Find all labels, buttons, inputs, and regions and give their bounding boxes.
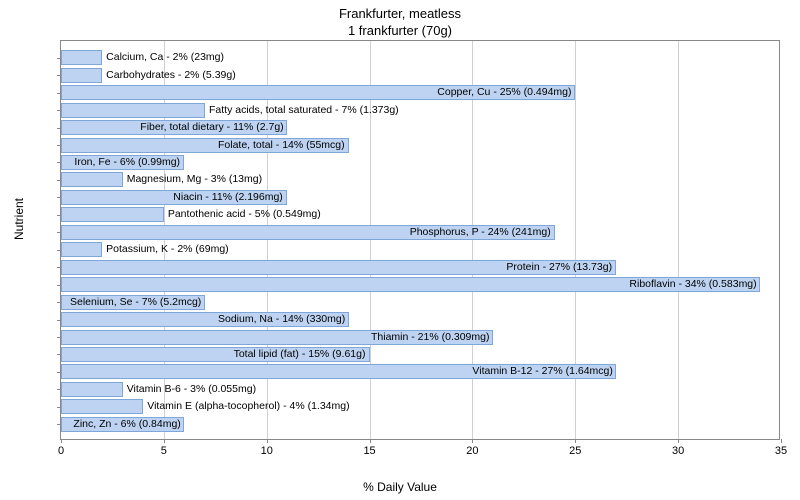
y-tick-mark [57, 58, 61, 59]
nutrient-bar-label: Sodium, Na - 14% (330mg) [218, 312, 345, 327]
y-tick-mark [57, 75, 61, 76]
y-tick-mark [57, 215, 61, 216]
y-tick-mark [57, 302, 61, 303]
x-tick-label: 35 [775, 445, 787, 457]
nutrient-bar-label: Pantothenic acid - 5% (0.549mg) [168, 207, 321, 222]
nutrient-bar-label: Copper, Cu - 25% (0.494mg) [437, 85, 571, 100]
nutrient-bar-label: Phosphorus, P - 24% (241mg) [410, 225, 551, 240]
nutrient-bar-label: Protein - 27% (13.73g) [506, 260, 612, 275]
x-tick-label: 10 [261, 445, 273, 457]
y-tick-mark [57, 162, 61, 163]
x-tick-mark [61, 439, 62, 443]
chart-title: Frankfurter, meatless 1 frankfurter (70g… [0, 6, 800, 40]
nutrient-bar-label: Zinc, Zn - 6% (0.84mg) [73, 417, 180, 432]
title-line-1: Frankfurter, meatless [0, 6, 800, 23]
y-tick-mark [57, 128, 61, 129]
y-tick-mark [57, 337, 61, 338]
y-axis-label: Nutrient [12, 198, 26, 240]
nutrient-bar [61, 172, 123, 187]
x-tick-label: 15 [363, 445, 375, 457]
nutrient-bar [61, 68, 102, 83]
nutrient-bar-label: Total lipid (fat) - 15% (9.61g) [234, 347, 366, 362]
nutrient-bar-label: Magnesium, Mg - 3% (13mg) [127, 172, 262, 187]
nutrient-bar-label: Folate, total - 14% (55mcg) [218, 138, 345, 153]
nutrient-bar [61, 207, 164, 222]
y-tick-mark [57, 250, 61, 251]
nutrient-bar-label: Selenium, Se - 7% (5.2mcg) [70, 295, 201, 310]
y-tick-mark [57, 424, 61, 425]
x-tick-mark [267, 439, 268, 443]
nutrient-bar-label: Vitamin E (alpha-tocopherol) - 4% (1.34m… [147, 399, 349, 414]
y-tick-mark [57, 145, 61, 146]
plot-area: 05101520253035Calcium, Ca - 2% (23mg)Car… [60, 40, 780, 440]
nutrient-bar [61, 399, 143, 414]
nutrient-bar-label: Riboflavin - 34% (0.583mg) [629, 277, 756, 292]
nutrient-bar [61, 103, 205, 118]
nutrient-bar [61, 50, 102, 65]
x-tick-mark [781, 439, 782, 443]
y-tick-mark [57, 354, 61, 355]
nutrient-bar-label: Niacin - 11% (2.196mg) [173, 190, 283, 205]
x-tick-label: 0 [58, 445, 64, 457]
x-tick-label: 20 [466, 445, 478, 457]
nutrient-bar-label: Iron, Fe - 6% (0.99mg) [74, 155, 180, 170]
title-line-2: 1 frankfurter (70g) [0, 23, 800, 40]
nutrient-bar-label: Carbohydrates - 2% (5.39g) [106, 68, 236, 83]
y-tick-mark [57, 180, 61, 181]
nutrient-bar-label: Thiamin - 21% (0.309mg) [371, 330, 489, 345]
nutrient-bar-label: Vitamin B-6 - 3% (0.055mg) [127, 382, 256, 397]
y-tick-mark [57, 93, 61, 94]
x-tick-label: 30 [672, 445, 684, 457]
y-tick-mark [57, 232, 61, 233]
x-tick-mark [575, 439, 576, 443]
x-axis-label: % Daily Value [0, 480, 800, 494]
nutrient-bar-label: Fiber, total dietary - 11% (2.7g) [140, 120, 283, 135]
y-tick-mark [57, 110, 61, 111]
x-tick-mark [370, 439, 371, 443]
x-tick-label: 25 [569, 445, 581, 457]
nutrient-bar [61, 242, 102, 257]
x-tick-mark [164, 439, 165, 443]
y-tick-mark [57, 389, 61, 390]
y-tick-mark [57, 267, 61, 268]
y-tick-mark [57, 372, 61, 373]
nutrient-bar-label: Fatty acids, total saturated - 7% (1.373… [209, 103, 399, 118]
nutrient-bar-label: Calcium, Ca - 2% (23mg) [106, 50, 224, 65]
gridline [678, 41, 679, 439]
chart-area: 05101520253035Calcium, Ca - 2% (23mg)Car… [60, 40, 780, 440]
y-tick-mark [57, 320, 61, 321]
x-tick-mark [472, 439, 473, 443]
y-tick-mark [57, 285, 61, 286]
x-tick-label: 5 [161, 445, 167, 457]
y-tick-mark [57, 407, 61, 408]
y-tick-mark [57, 197, 61, 198]
nutrient-bar-label: Vitamin B-12 - 27% (1.64mcg) [472, 364, 612, 379]
x-tick-mark [678, 439, 679, 443]
nutrient-bar [61, 382, 123, 397]
nutrient-bar-label: Potassium, K - 2% (69mg) [106, 242, 229, 257]
